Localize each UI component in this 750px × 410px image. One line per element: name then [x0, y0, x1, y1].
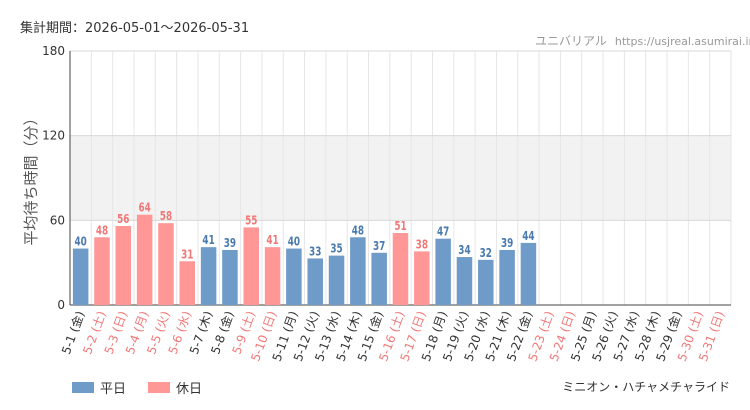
- bar-5-16 (土): [392, 233, 409, 305]
- chart-bars: [72, 214, 537, 305]
- bar-5-10 (日): [264, 247, 281, 305]
- bar-value-label: 58: [160, 209, 172, 223]
- bar-value-label: 64: [138, 201, 150, 215]
- bar-5-7 (木): [200, 247, 217, 305]
- bar-5-22 (金): [520, 242, 537, 305]
- y-axis-label: 平均待ち時間（分）: [22, 110, 40, 245]
- bar-5-11 (月): [286, 248, 302, 305]
- band-0: [70, 135, 731, 221]
- bar-value-label: 39: [501, 236, 513, 250]
- bar-value-label: 41: [202, 233, 214, 247]
- bar-value-label: 37: [373, 239, 385, 253]
- bar-5-21 (木): [499, 249, 515, 305]
- bar-value-label: 48: [96, 223, 108, 237]
- bar-5-3 (日): [115, 225, 132, 305]
- y-tick-label: 120: [42, 129, 65, 143]
- y-tick-label: 180: [42, 44, 65, 58]
- bar-value-label: 40: [75, 235, 87, 249]
- legend-label-weekday: 平日: [100, 382, 127, 397]
- bar-value-label: 39: [224, 236, 236, 250]
- bar-5-15 (金): [371, 252, 387, 305]
- bar-value-label: 31: [181, 247, 193, 261]
- y-tick-label: 0: [57, 298, 65, 312]
- y-tick-labels: 0 60 120 180: [42, 44, 65, 312]
- bar-value-labels: 40 48 56 64 58 31 41 39 55 41 40 33 35 48 37 51 38 47 34 32…: [75, 201, 535, 262]
- legend-swatch-weekday: [72, 382, 94, 393]
- legend-swatch-holiday: [148, 382, 171, 393]
- bar-5-20 (水): [478, 259, 494, 305]
- bar-5-9 (土): [243, 227, 259, 305]
- bar-value-label: 48: [352, 223, 364, 237]
- y-tick-label: 60: [50, 213, 65, 227]
- bar-value-label: 33: [309, 244, 321, 258]
- bar-value-label: 35: [330, 242, 342, 256]
- bar-value-label: 47: [437, 225, 449, 239]
- bar-value-label: 38: [416, 237, 428, 251]
- bar-5-4 (月): [136, 214, 153, 305]
- bar-5-17 (日): [414, 251, 430, 305]
- bar-5-2 (土): [94, 237, 110, 305]
- bar-value-label: 41: [266, 233, 278, 247]
- attraction-name: ミニオン・ハチャメチャライド: [562, 380, 730, 394]
- legend-item-weekday: 平日: [72, 378, 126, 397]
- legend-label-holiday: 休日: [176, 382, 203, 397]
- bar-5-8 (金): [222, 249, 238, 305]
- bar-value-label: 55: [245, 213, 257, 227]
- bar-value-label: 34: [458, 243, 470, 257]
- bar-5-6 (水): [179, 261, 196, 305]
- bar-5-18 (月): [435, 238, 451, 305]
- bar-5-19 (火): [456, 257, 473, 305]
- bar-5-14 (木): [350, 237, 366, 305]
- legend: 平日 休日: [72, 378, 202, 397]
- chart-bands: [70, 135, 731, 221]
- brand-url[interactable]: https://usjreal.asumirai.info: [614, 35, 750, 48]
- x-tick-labels: 5-1 (金)5-2 (土)5-3 (日)5-4 (月)5-5 (火)5-6 (…: [58, 309, 727, 363]
- period-label: 集計期間：2026-05-01〜2026-05-31: [20, 21, 250, 36]
- bar-value-label: 51: [394, 219, 406, 233]
- bar-5-13 (水): [328, 255, 345, 305]
- bar-5-5 (火): [158, 223, 174, 305]
- brand-label: ユニバリアル https://usjreal.asumirai.info: [535, 32, 750, 49]
- bar-value-label: 40: [288, 235, 300, 249]
- brand-name: ユニバリアル: [535, 34, 607, 48]
- bar-value-label: 56: [117, 212, 129, 226]
- bar-value-label: 44: [522, 229, 534, 243]
- bar-5-12 (火): [307, 258, 323, 305]
- bar-5-1 (金): [72, 248, 89, 305]
- bar-value-label: 32: [480, 246, 492, 260]
- legend-item-holiday: 休日: [148, 378, 202, 397]
